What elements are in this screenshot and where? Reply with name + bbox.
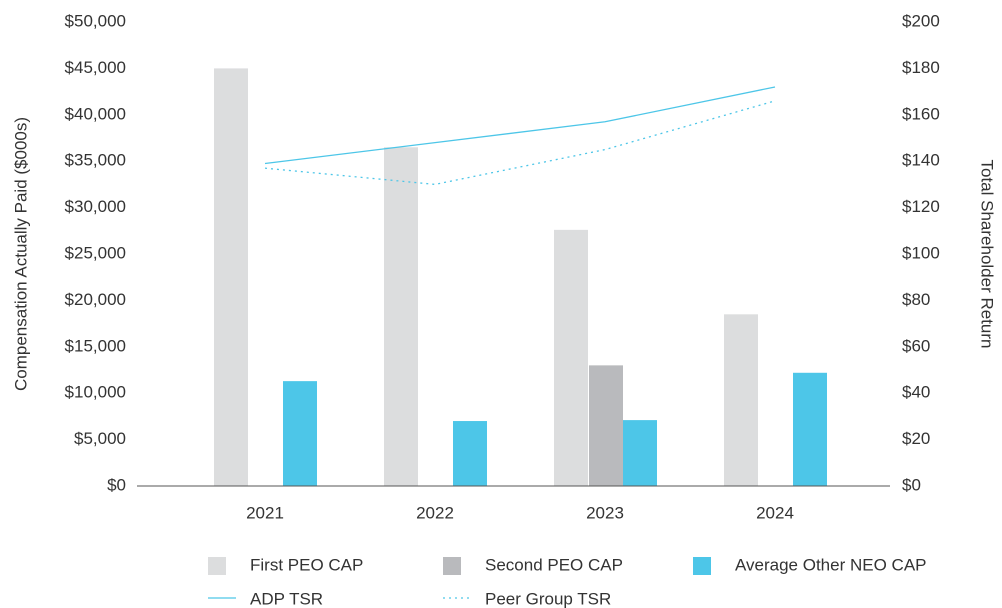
bar — [384, 147, 418, 486]
x-tick-label: 2024 — [756, 503, 794, 522]
y2-tick-label: $80 — [902, 290, 930, 309]
line — [264, 100, 776, 186]
legend-label: ADP TSR — [250, 589, 323, 608]
y2-tick-label: $100 — [902, 243, 940, 262]
y-tick-label: $20,000 — [65, 290, 126, 309]
y-tick-label: $30,000 — [65, 197, 126, 216]
y2-tick-label: $0 — [902, 475, 921, 494]
y2-axis-title: Total Shareholder Return — [978, 159, 997, 348]
x-tick-label: 2022 — [416, 503, 454, 522]
y-tick-label: $45,000 — [65, 58, 126, 77]
y-tick-label: $0 — [107, 475, 126, 494]
bar — [623, 420, 657, 486]
x-tick-label: 2023 — [586, 503, 624, 522]
legend-label: Second PEO CAP — [485, 555, 623, 574]
legend-label: First PEO CAP — [250, 555, 363, 574]
y-tick-label: $40,000 — [65, 104, 126, 123]
bar — [793, 372, 827, 486]
y-axis-title: Compensation Actually Paid ($000s) — [11, 117, 30, 391]
bar — [283, 381, 317, 486]
bar — [589, 365, 623, 486]
bar — [724, 314, 758, 486]
y-tick-label: $5,000 — [74, 429, 126, 448]
bar — [554, 229, 588, 486]
y-tick-label: $35,000 — [65, 151, 126, 170]
y2-tick-label: $200 — [902, 11, 940, 30]
y-tick-label: $50,000 — [65, 11, 126, 30]
y2-tick-label: $120 — [902, 197, 940, 216]
bar — [214, 68, 248, 487]
y2-tick-label: $160 — [902, 104, 940, 123]
legend-swatch — [208, 557, 226, 575]
y2-tick-label: $40 — [902, 383, 930, 402]
y2-tick-label: $140 — [902, 151, 940, 170]
y-tick-label: $25,000 — [65, 243, 126, 262]
y-tick-label: $15,000 — [65, 336, 126, 355]
bar — [453, 421, 487, 486]
x-tick-label: 2021 — [246, 503, 284, 522]
legend-swatch — [693, 557, 711, 575]
y2-tick-label: $180 — [902, 58, 940, 77]
y2-tick-label: $20 — [902, 429, 930, 448]
y2-tick-label: $60 — [902, 336, 930, 355]
line — [264, 86, 776, 165]
legend-label: Average Other NEO CAP — [735, 555, 927, 574]
y-tick-label: $10,000 — [65, 383, 126, 402]
legend-swatch — [443, 557, 461, 575]
legend-label: Peer Group TSR — [485, 589, 611, 608]
